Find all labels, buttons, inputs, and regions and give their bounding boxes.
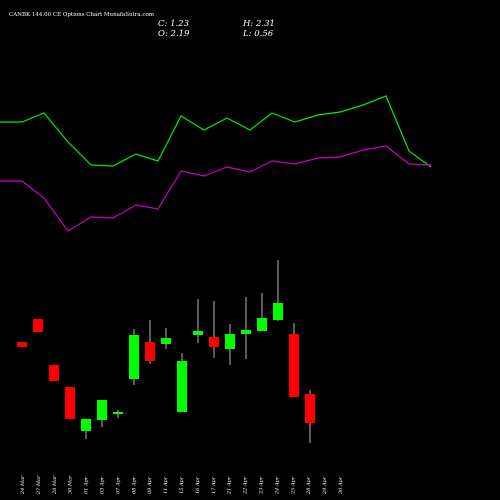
candle-14 bbox=[225, 324, 235, 365]
x-tick-label: 30 Apr bbox=[338, 476, 344, 494]
candle-19 bbox=[305, 390, 315, 443]
candle-9 bbox=[145, 320, 155, 364]
candle-17 bbox=[273, 260, 283, 321]
x-tick-label: 22 Apr bbox=[243, 476, 249, 495]
candle-body bbox=[65, 387, 75, 419]
x-tick-label: 24 Mar bbox=[20, 475, 26, 495]
x-tick-label: 30 Mar bbox=[68, 475, 74, 494]
candle-body bbox=[129, 335, 139, 379]
candle-body bbox=[161, 338, 171, 344]
x-tick-label: 24 Apr bbox=[274, 476, 280, 495]
x-tick-label: 15 Apr bbox=[179, 476, 185, 494]
candle-body bbox=[113, 412, 123, 414]
candle-body bbox=[257, 318, 267, 331]
low-readout: L: 0.56 bbox=[242, 29, 274, 39]
indicator-line-green bbox=[0, 95, 432, 168]
x-tick-label: 16 Apr bbox=[195, 476, 201, 494]
candle-body bbox=[17, 342, 27, 347]
candle-6 bbox=[97, 400, 107, 427]
candle-12 bbox=[193, 299, 203, 343]
candle-body bbox=[241, 330, 251, 334]
chart-title: CANBK 144.00 CE Options Chart MunafaSutr… bbox=[9, 12, 155, 18]
candle-4 bbox=[65, 387, 75, 419]
x-tick-label: 07 Apr bbox=[115, 476, 121, 494]
candle-2 bbox=[33, 319, 43, 332]
x-tick-label: 01 Apr bbox=[84, 476, 90, 494]
candle-body bbox=[33, 319, 43, 332]
candle-body bbox=[305, 394, 315, 423]
x-tick-label: 03 Apr bbox=[100, 476, 106, 494]
candle-body bbox=[225, 334, 235, 349]
x-tick-label: 09 Apr bbox=[147, 476, 153, 494]
candles bbox=[17, 260, 315, 443]
candle-body bbox=[209, 337, 219, 347]
x-tick-label: 28 Apr bbox=[306, 476, 312, 495]
open-readout: O: 2.19 bbox=[158, 29, 190, 39]
candle-16 bbox=[257, 293, 267, 331]
x-tick-label: 21 Apr bbox=[227, 476, 233, 495]
candle-5 bbox=[81, 419, 91, 439]
high-readout: H: 2.31 bbox=[242, 19, 275, 29]
candle-8 bbox=[129, 329, 139, 385]
candle-body bbox=[81, 419, 91, 431]
candle-body bbox=[177, 361, 187, 412]
candle-body bbox=[193, 331, 203, 335]
x-tick-label: 08 Apr bbox=[131, 476, 137, 494]
x-tick-label: 17 Apr bbox=[211, 476, 217, 494]
indicator-line-magenta bbox=[0, 145, 432, 232]
candle-3 bbox=[49, 365, 59, 381]
candle-13 bbox=[209, 301, 219, 358]
x-tick-label: 25 Apr bbox=[290, 476, 296, 495]
indicator-lines bbox=[0, 95, 432, 232]
candle-18 bbox=[289, 323, 299, 397]
candle-1 bbox=[17, 342, 27, 347]
candle-body bbox=[97, 400, 107, 420]
candle-15 bbox=[241, 297, 251, 359]
candle-body bbox=[273, 303, 283, 320]
candle-body bbox=[145, 342, 155, 361]
candle-body bbox=[289, 334, 299, 397]
x-tick-label: 23 Apr bbox=[259, 476, 265, 495]
x-tick-label: 28 Mar bbox=[52, 475, 58, 495]
candle-11 bbox=[177, 353, 187, 412]
candle-7 bbox=[113, 410, 123, 418]
x-tick-labels: 24 Mar 27 Mar 28 Mar 30 Mar 01 Apr 03 Apr 07 A… bbox=[20, 475, 344, 495]
candle-body bbox=[49, 365, 59, 381]
candle-10 bbox=[161, 328, 171, 349]
close-readout: C: 1.23 bbox=[158, 19, 189, 29]
x-tick-label: 29 Apr bbox=[322, 476, 328, 495]
x-tick-label: 11 Apr bbox=[163, 476, 169, 494]
x-tick-label: 27 Mar bbox=[36, 475, 42, 495]
